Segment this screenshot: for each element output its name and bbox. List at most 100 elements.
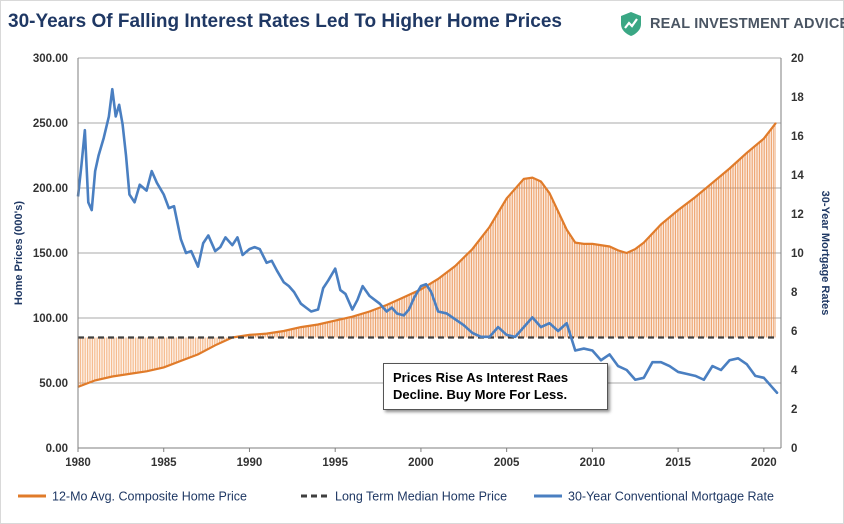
mortgage-rate-point: [91, 209, 93, 211]
mortgage-rate-point: [173, 205, 175, 207]
mortgage-rate-point: [391, 307, 393, 309]
mortgage-rate-point: [763, 377, 765, 379]
right-tick-label: 6: [791, 326, 797, 338]
mortgage-rate-point: [413, 297, 415, 299]
home-price-point: [626, 252, 628, 254]
home-price-point: [111, 375, 113, 378]
mortgage-rate-point: [224, 236, 227, 238]
legend-mortgage-rate-label: 30-Year Conventional Mortgage Rate: [568, 490, 774, 504]
home-price-point: [617, 249, 619, 251]
mortgage-rate-point: [231, 244, 233, 246]
mortgage-rate-point: [574, 349, 576, 352]
home-price-point: [180, 360, 182, 362]
home-price-point: [506, 197, 508, 199]
shield-icon: [621, 12, 641, 36]
mortgage-rate-point: [115, 115, 117, 118]
home-price-point: [351, 316, 353, 318]
mortgage-rate-point: [643, 377, 645, 379]
left-axis-title: Home Prices (000's): [13, 201, 25, 305]
home-price-point: [548, 192, 551, 194]
mortgage-rate-point: [446, 312, 448, 315]
home-price-point: [471, 248, 473, 250]
home-price-point: [634, 248, 636, 250]
home-price-line: [77, 122, 777, 388]
left-tick-label: 300.00: [33, 53, 68, 65]
home-price-point: [403, 296, 405, 298]
mortgage-rate-point: [334, 268, 336, 270]
home-price-point: [566, 229, 568, 231]
mortgage-rate-point: [356, 299, 359, 301]
mortgage-rate-point: [80, 164, 83, 166]
home-price-point: [728, 167, 731, 170]
mortgage-rate-point: [283, 281, 285, 283]
annotation-box: Prices Rise As Interest Raes Decline. Bu…: [383, 363, 608, 410]
mortgage-rate-point: [425, 283, 427, 285]
mortgage-rate-point: [694, 375, 696, 377]
mortgage-rate-point: [121, 123, 124, 125]
mortgage-rate-point: [737, 357, 739, 359]
left-tick-label: 250.00: [33, 118, 68, 130]
mortgage-rate-point: [600, 359, 602, 361]
home-price-point: [660, 223, 662, 225]
mortgage-rate-point: [139, 184, 141, 186]
home-price-point: [334, 320, 336, 322]
mortgage-rate-point: [728, 359, 731, 361]
mortgage-rate-point: [266, 262, 268, 264]
home-price-point: [214, 344, 216, 346]
x-tick-label: 2020: [751, 457, 777, 469]
mortgage-rate-point: [145, 190, 148, 192]
mortgage-rate-point: [660, 361, 662, 363]
mortgage-rate-point: [608, 353, 611, 355]
x-tick-label: 1985: [151, 457, 177, 469]
right-tick-label: 2: [791, 404, 797, 416]
mortgage-rate-point: [248, 248, 251, 250]
x-tick-label: 2000: [408, 457, 434, 469]
mortgage-rate-point: [254, 246, 256, 248]
mortgage-rate-point: [293, 291, 295, 293]
home-price-point: [746, 152, 748, 154]
mortgage-rate-point: [463, 324, 465, 326]
home-price-point: [300, 326, 302, 328]
home-price-point: [437, 278, 439, 280]
mortgage-rate-point: [488, 336, 491, 338]
mortgage-rate-point: [168, 207, 170, 209]
mortgage-rate-point: [396, 312, 398, 315]
mortgage-rate-point: [190, 250, 192, 252]
home-price-point: [531, 177, 533, 179]
mortgage-rate-point: [514, 336, 516, 338]
home-price-point: [677, 209, 679, 211]
x-tick-label: 2010: [580, 457, 606, 469]
home-price-point: [523, 178, 525, 180]
mortgage-rate-point: [84, 129, 86, 131]
right-tick-label: 12: [791, 209, 804, 221]
mortgage-rate-point: [259, 248, 261, 250]
home-price-point: [128, 373, 131, 375]
annotation-line-2: Decline. Buy More For Less.: [393, 387, 568, 402]
brand-logo: REAL INVESTMENT ADVICE: [620, 9, 844, 39]
home-price-point: [163, 366, 165, 368]
mortgage-rate-point: [420, 285, 422, 287]
mortgage-rate-point: [288, 285, 290, 287]
mortgage-rate-point: [651, 361, 654, 363]
left-tick-label: 50.00: [39, 378, 68, 390]
mortgage-rate-point: [156, 182, 158, 184]
mortgage-rate-point: [437, 310, 439, 313]
mortgage-rate-point: [754, 375, 756, 377]
mortgage-rate-point: [548, 322, 551, 324]
mortgage-rate-point: [242, 254, 244, 256]
x-tick-label: 2005: [494, 457, 520, 469]
home-price-point: [591, 243, 593, 245]
legend-home-price-label: 12-Mo Avg. Composite Home Price: [52, 490, 247, 504]
mortgage-rate-point: [677, 371, 679, 373]
left-tick-label: 150.00: [33, 248, 68, 260]
mortgage-rate-point: [454, 318, 456, 320]
left-tick-label: 200.00: [33, 183, 68, 195]
mortgage-rate-point: [305, 307, 307, 309]
brand-name: REAL INVESTMENT ADVICE: [650, 16, 844, 32]
mortgage-rate-point: [634, 379, 636, 381]
home-price-point: [94, 379, 96, 381]
mortgage-rate-point: [626, 369, 628, 371]
mortgage-rate-point: [374, 299, 376, 301]
home-price-point: [368, 310, 371, 313]
chart-title: 30-Years Of Falling Interest Rates Led T…: [8, 11, 562, 32]
